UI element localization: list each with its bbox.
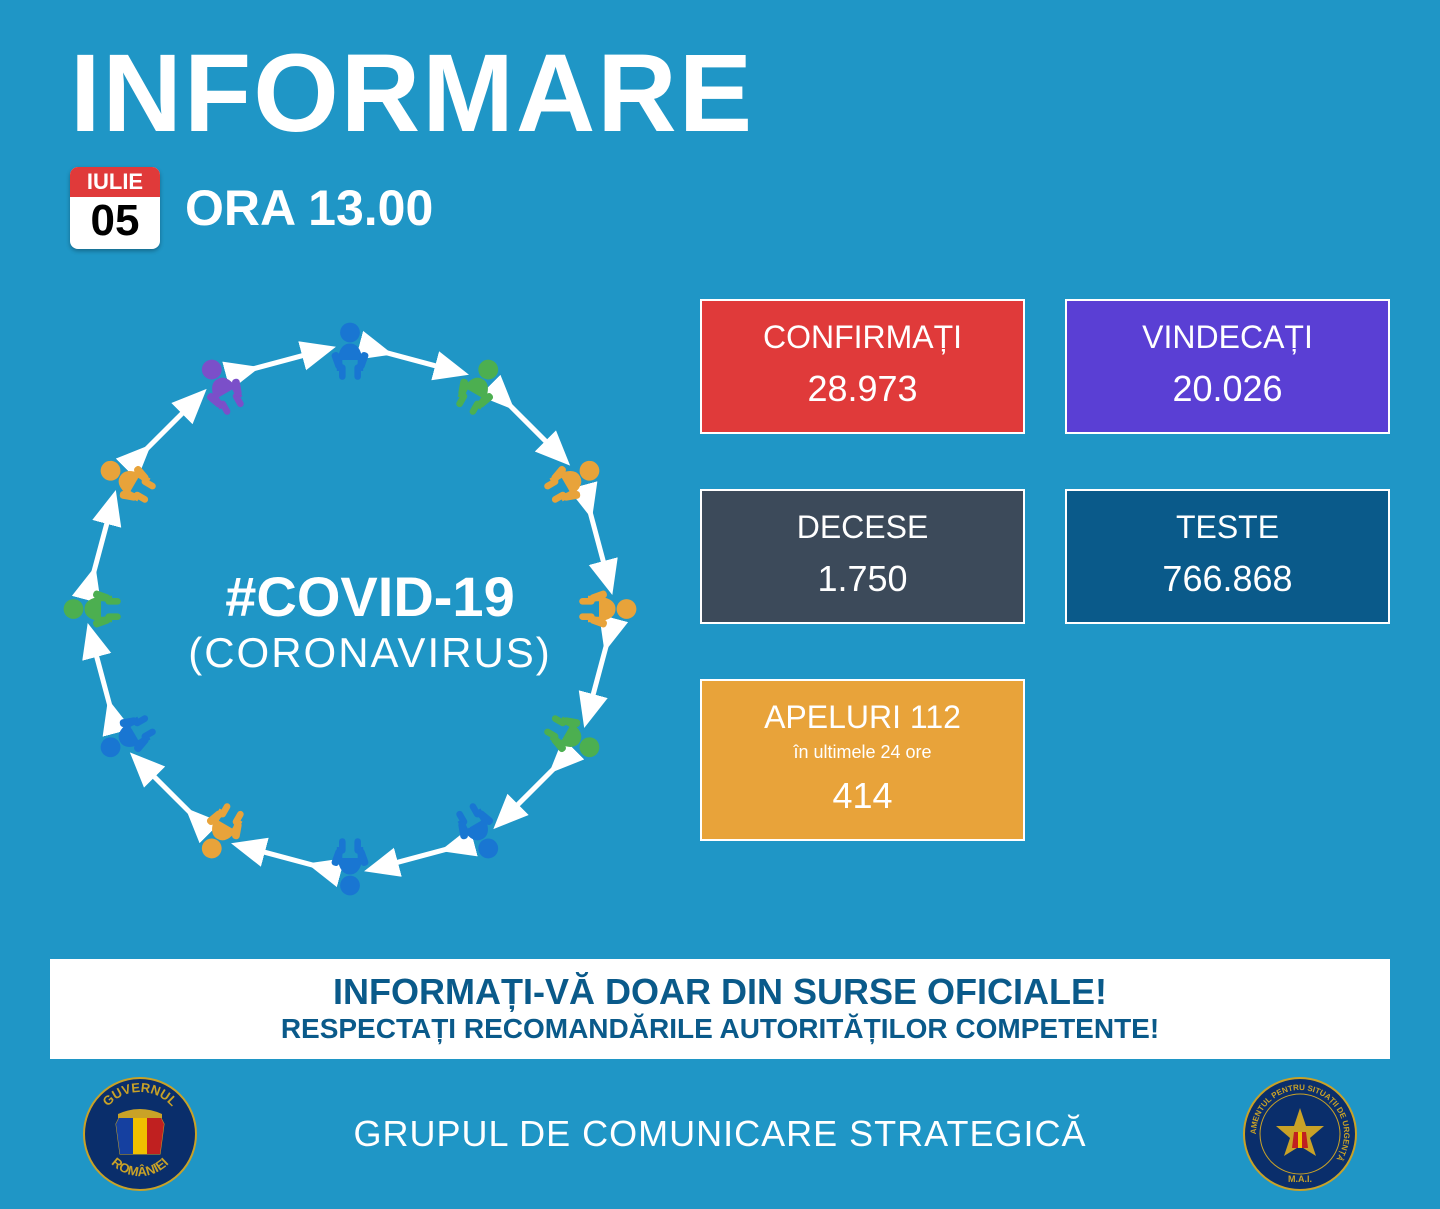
hashtag-text: #COVID-19: [120, 564, 620, 629]
people-circle-area: #COVID-19 (CORONAVIRUS): [50, 289, 670, 929]
stat-recovered: VINDECAȚI 20.026: [1065, 299, 1390, 434]
date-row: IULIE 05 ORA 13.00: [70, 167, 1390, 249]
subtitle-text: (CORONAVIRUS): [120, 629, 620, 677]
circle-text: #COVID-19 (CORONAVIRUS): [120, 564, 620, 677]
stat-label: DECESE: [712, 509, 1013, 546]
calendar-month: IULIE: [70, 167, 160, 197]
info-banner: INFORMAȚI-VĂ DOAR DIN SURSE OFICIALE! RE…: [50, 959, 1390, 1059]
stats-grid: CONFIRMAȚI 28.973 VINDECAȚI 20.026 DECES…: [700, 289, 1390, 929]
stat-value: 20.026: [1077, 368, 1378, 410]
stat-sublabel: în ultimele 24 ore: [712, 742, 1013, 763]
main-row: #COVID-19 (CORONAVIRUS) CONFIRMAȚI 28.97…: [50, 289, 1390, 929]
stat-calls: APELURI 112 în ultimele 24 ore 414: [700, 679, 1025, 841]
svg-text:M.A.I.: M.A.I.: [1288, 1174, 1312, 1184]
footer-text: GRUPUL DE COMUNICARE STRATEGICĂ: [353, 1113, 1086, 1155]
gov-seal-right-icon: DEPARTAMENTUL PENTRU SITUAȚII DE URGENȚĂ…: [1240, 1074, 1360, 1194]
calendar-day: 05: [70, 197, 160, 249]
stat-value: 766.868: [1077, 558, 1378, 600]
banner-line1: INFORMAȚI-VĂ DOAR DIN SURSE OFICIALE!: [60, 971, 1380, 1013]
page-title: INFORMARE: [70, 30, 1390, 157]
stat-label: TESTE: [1077, 509, 1378, 546]
stat-value: 414: [712, 775, 1013, 817]
stat-label: CONFIRMAȚI: [712, 319, 1013, 356]
stat-value: 1.750: [712, 558, 1013, 600]
infographic-page: INFORMARE IULIE 05 ORA 13.00: [0, 0, 1440, 1209]
time-text: ORA 13.00: [185, 179, 433, 237]
footer: GUVERNUL ROMÂNIEI GRUPUL DE COMUNICARE S…: [50, 1074, 1390, 1194]
stat-label: VINDECAȚI: [1077, 319, 1378, 356]
stat-deaths: DECESE 1.750: [700, 489, 1025, 624]
stat-confirmed: CONFIRMAȚI 28.973: [700, 299, 1025, 434]
gov-seal-left-icon: GUVERNUL ROMÂNIEI: [80, 1074, 200, 1194]
stat-label: APELURI 112: [712, 699, 1013, 736]
banner-line2: RESPECTAȚI RECOMANDĂRILE AUTORITĂȚILOR C…: [60, 1013, 1380, 1045]
stat-tests: TESTE 766.868: [1065, 489, 1390, 624]
stat-value: 28.973: [712, 368, 1013, 410]
calendar-badge: IULIE 05: [70, 167, 160, 249]
